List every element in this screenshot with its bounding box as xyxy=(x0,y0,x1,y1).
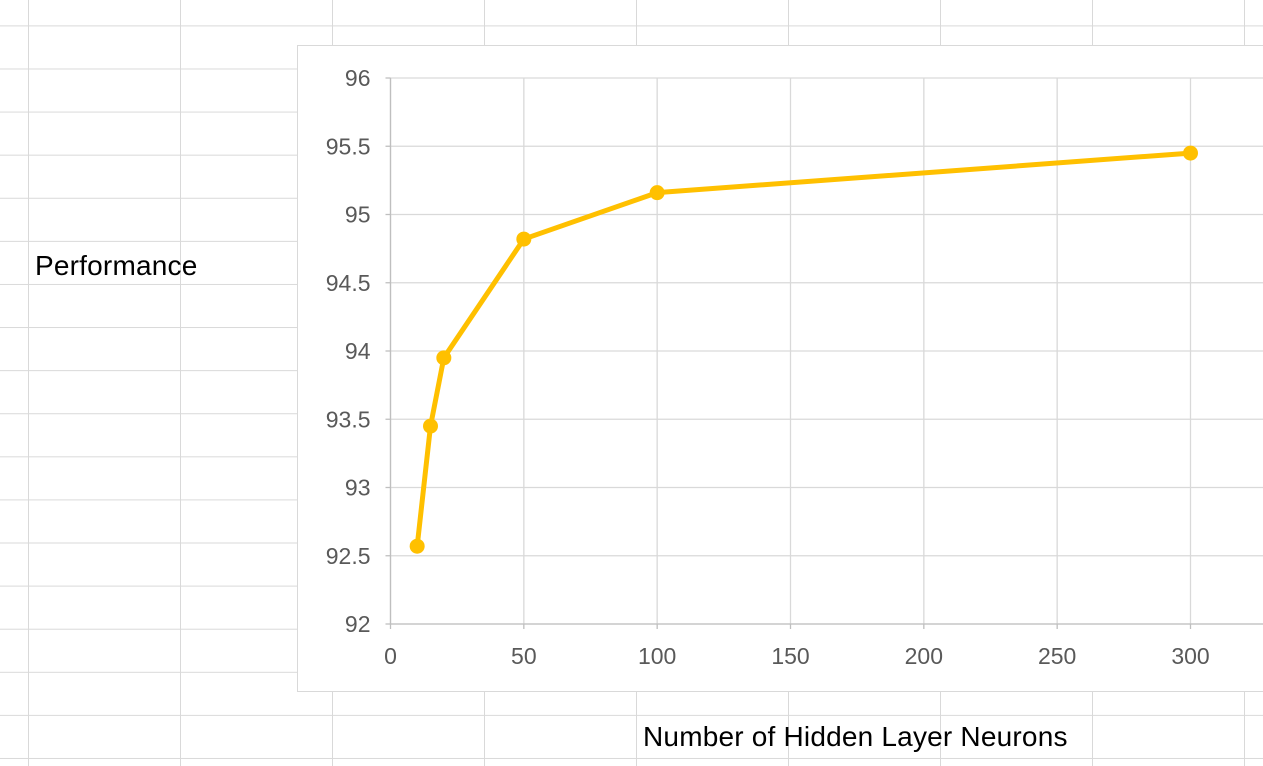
y-axis-tick-label[interactable]: 93 xyxy=(345,475,371,501)
data-point-marker[interactable] xyxy=(1183,145,1198,161)
chart-area[interactable]: 92 92.5 93 93.5 94 94.5 95 95.5 96 0 50 100 150 200 25… xyxy=(297,45,1263,692)
data-point-marker[interactable] xyxy=(516,231,532,247)
x-axis-tick-label[interactable]: 150 xyxy=(771,643,809,669)
y-axis-title[interactable]: Performance xyxy=(35,250,198,281)
x-axis-tick-label[interactable]: 200 xyxy=(905,643,943,669)
data-point-marker[interactable] xyxy=(649,185,665,201)
y-axis-tick-label[interactable]: 92.5 xyxy=(326,543,371,569)
series-line[interactable] xyxy=(414,150,1193,549)
y-axis-tick-label[interactable]: 95 xyxy=(345,202,371,228)
x-axis-tick-label[interactable]: 250 xyxy=(1038,643,1076,669)
x-axis-tick-label[interactable]: 100 xyxy=(638,643,676,669)
data-point-marker[interactable] xyxy=(436,350,452,366)
line-chart-plot[interactable]: 92 92.5 93 93.5 94 94.5 95 95.5 96 0 50 100 150 200 25… xyxy=(298,46,1263,693)
y-axis-tick-label[interactable]: 94.5 xyxy=(326,270,371,296)
data-point-marker[interactable] xyxy=(409,538,425,554)
x-axis-title[interactable]: Number of Hidden Layer Neurons xyxy=(643,721,1068,752)
y-axis-tick-label[interactable]: 94 xyxy=(345,338,371,364)
y-axis-tick-label[interactable]: 92 xyxy=(345,611,371,637)
x-axis-tick-label[interactable]: 0 xyxy=(384,643,397,669)
x-axis-tick-label[interactable]: 300 xyxy=(1171,643,1209,669)
data-point-marker[interactable] xyxy=(423,418,438,434)
y-axis-tick-label[interactable]: 95.5 xyxy=(326,133,371,159)
y-axis-tick-label[interactable]: 96 xyxy=(345,65,371,91)
y-axis-tick-label[interactable]: 93.5 xyxy=(326,406,371,432)
x-axis-tick-label[interactable]: 50 xyxy=(511,643,537,669)
